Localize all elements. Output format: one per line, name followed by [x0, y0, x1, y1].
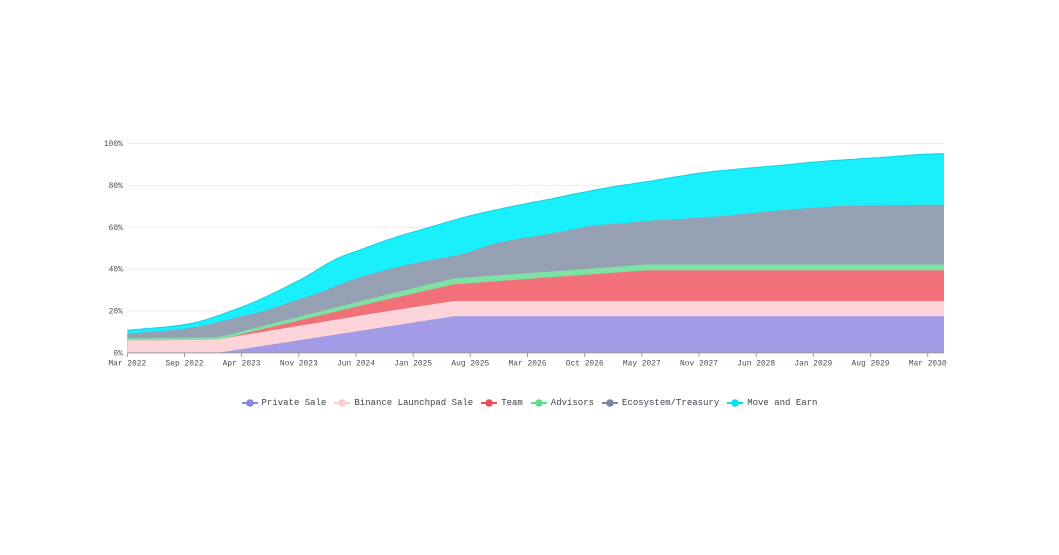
- svg-text:Sep 2022: Sep 2022: [166, 359, 204, 368]
- svg-text:Mar 2022: Mar 2022: [108, 359, 146, 368]
- svg-text:Jun 2024: Jun 2024: [337, 359, 375, 368]
- svg-text:20%: 20%: [109, 308, 123, 317]
- svg-text:0%: 0%: [113, 349, 123, 358]
- svg-text:60%: 60%: [109, 224, 123, 233]
- svg-text:Jun 2028: Jun 2028: [737, 359, 775, 368]
- svg-text:80%: 80%: [109, 182, 123, 191]
- svg-text:Apr 2023: Apr 2023: [223, 359, 261, 368]
- svg-text:May 2027: May 2027: [623, 359, 661, 368]
- svg-text:Aug 2025: Aug 2025: [451, 359, 489, 368]
- svg-text:Nov 2027: Nov 2027: [680, 359, 718, 368]
- svg-text:40%: 40%: [109, 266, 123, 275]
- svg-text:Jan 2029: Jan 2029: [794, 359, 832, 368]
- svg-text:Oct 2026: Oct 2026: [566, 359, 604, 368]
- svg-text:Jan 2025: Jan 2025: [394, 359, 432, 368]
- svg-text:Mar 2030: Mar 2030: [909, 359, 947, 368]
- svg-text:Mar 2026: Mar 2026: [509, 359, 547, 368]
- svg-text:Nov 2023: Nov 2023: [280, 359, 318, 368]
- svg-text:100%: 100%: [104, 140, 123, 149]
- svg-text:Aug 2029: Aug 2029: [852, 359, 890, 368]
